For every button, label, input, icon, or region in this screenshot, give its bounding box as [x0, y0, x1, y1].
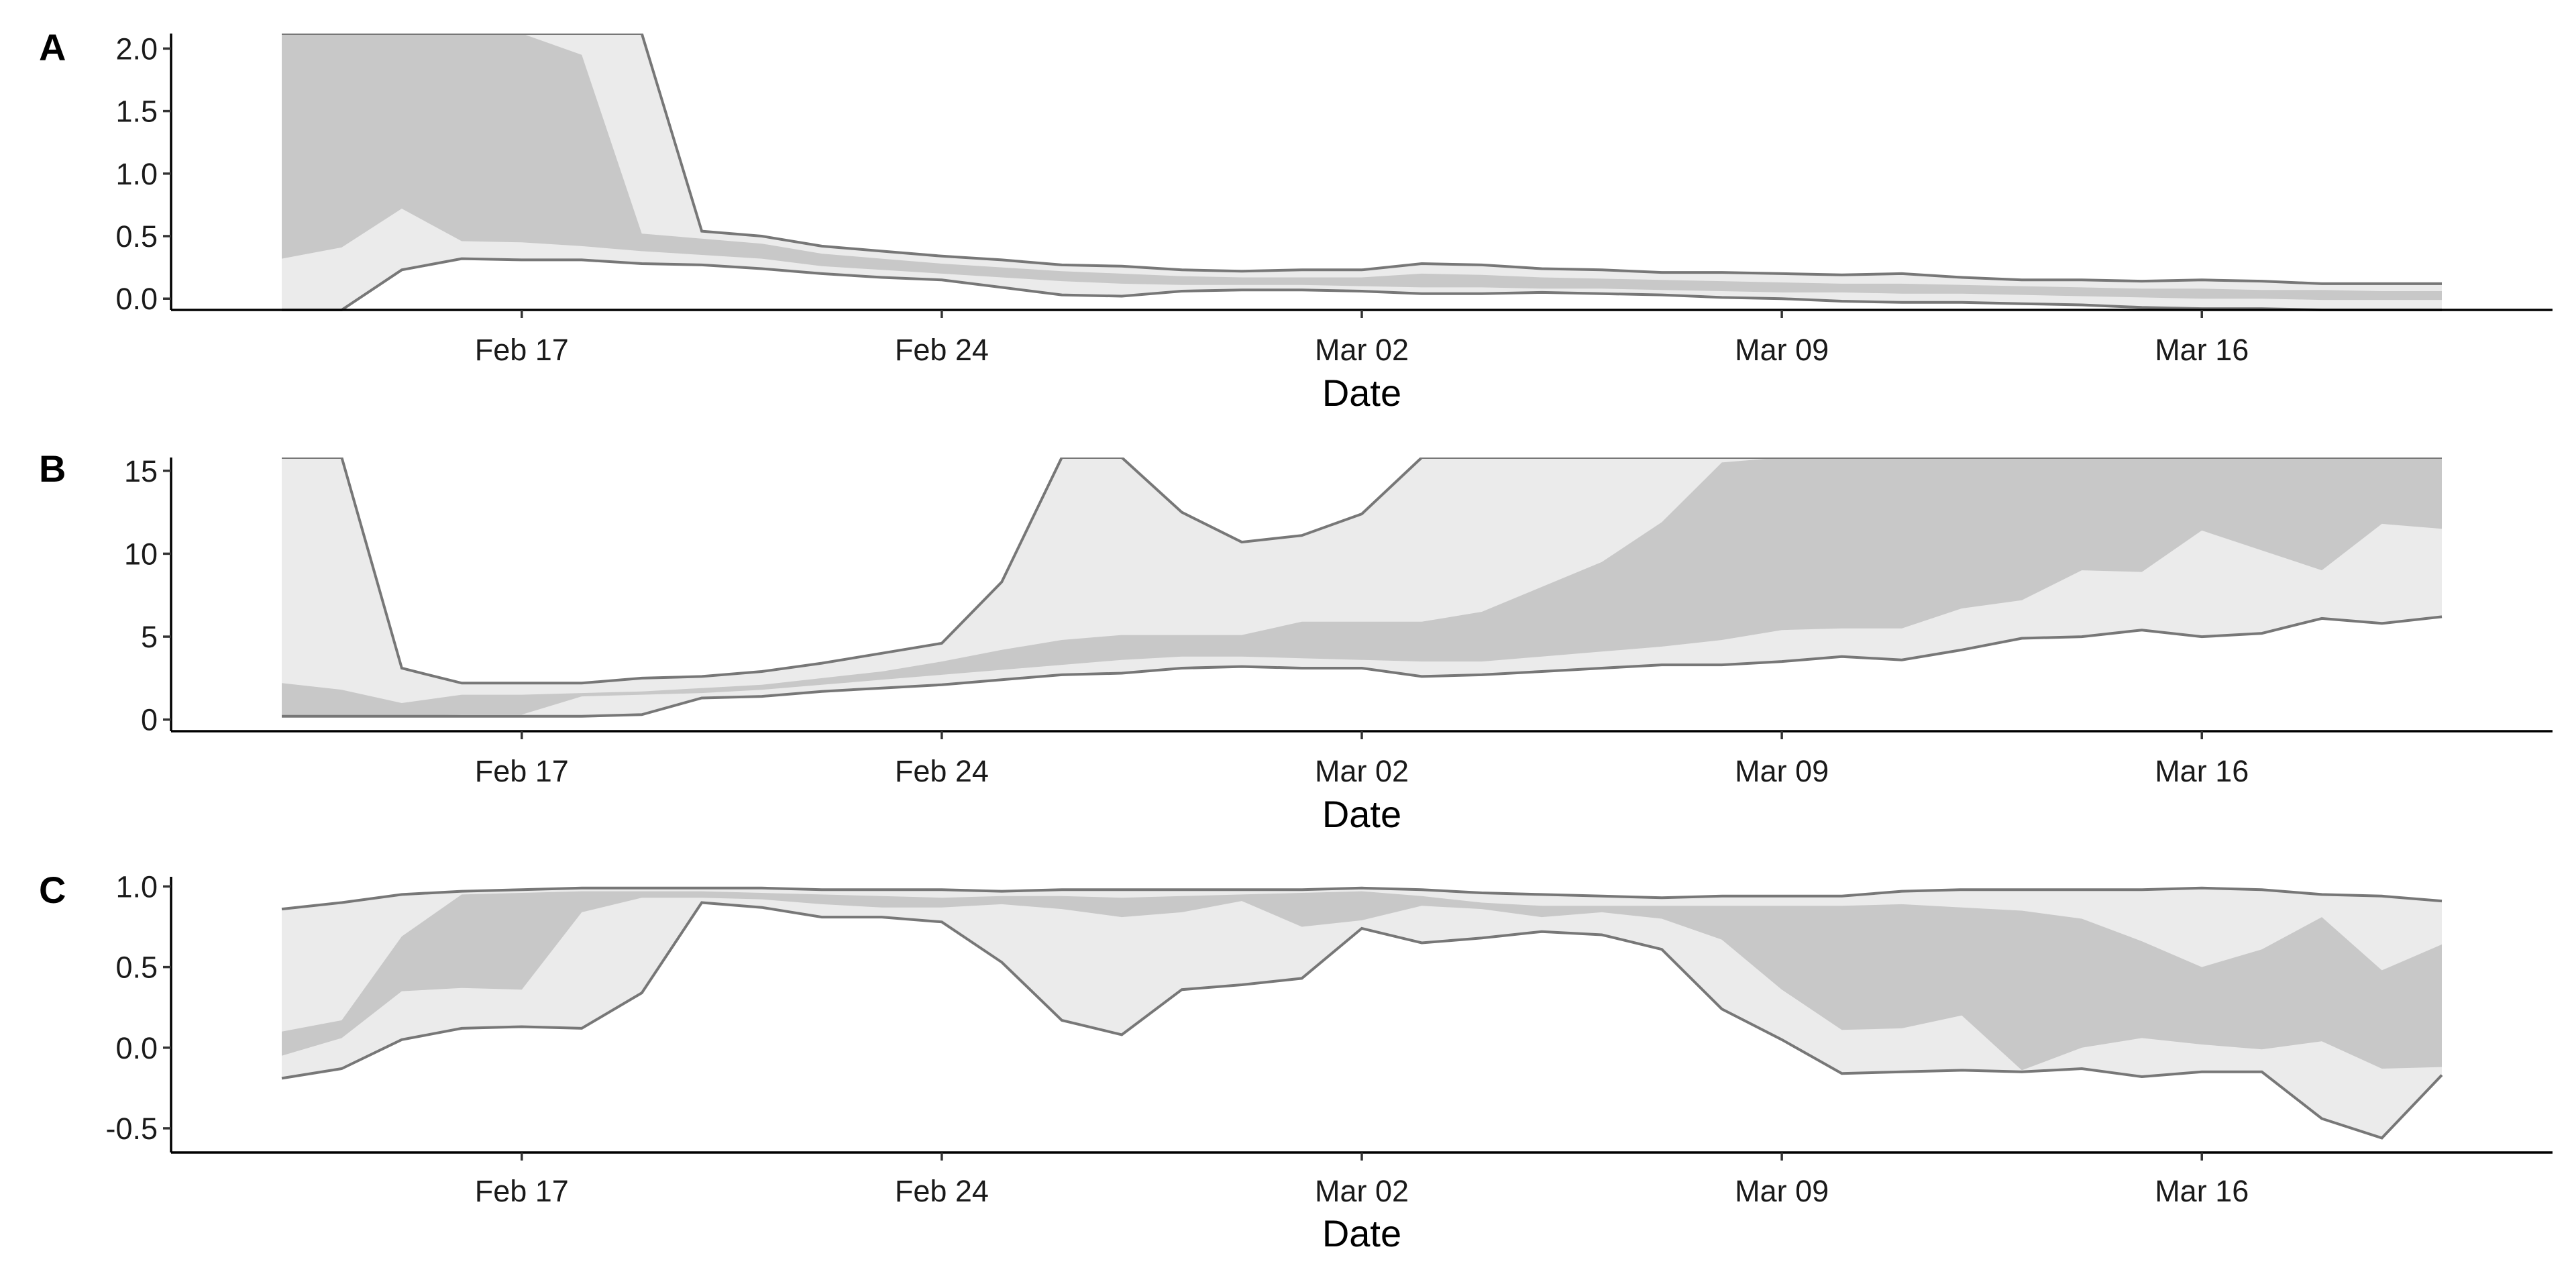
panel-top-mask	[0, 431, 2576, 458]
x-tick-label: Mar 02	[1315, 754, 1409, 788]
y-tick-label: 0.0	[115, 1031, 158, 1065]
y-tick-label: 0	[141, 703, 158, 737]
x-tick-label: Mar 09	[1735, 754, 1829, 788]
x-tick-label: Mar 16	[2155, 754, 2249, 788]
x-tick-label: Mar 02	[1315, 333, 1409, 367]
x-tick-label: Feb 24	[895, 333, 989, 367]
inner-interval-band	[282, 34, 2442, 301]
y-tick-label: 15	[124, 454, 158, 488]
panel-b: 0 5 10 15 Feb 17 Feb 24 Mar 02 Mar 09 Mar 16 Date…	[0, 431, 2576, 835]
x-tick-label: Mar 02	[1315, 1174, 1409, 1208]
panel-top-mask	[0, 7, 2576, 34]
panel-label: B	[39, 447, 66, 490]
x-axis-title: Date	[1322, 372, 1401, 414]
y-tick-label: 2.0	[115, 32, 158, 66]
inner-interval-band	[282, 891, 2442, 1071]
x-tick-label: Mar 09	[1735, 1174, 1829, 1208]
lower-bound-line	[282, 615, 2443, 718]
x-tick-label: Feb 17	[475, 333, 569, 367]
y-tick-label: 0.5	[115, 219, 158, 254]
x-tick-label: Mar 16	[2155, 1174, 2249, 1208]
lower-bound-line	[281, 901, 2443, 1140]
x-tick-label: Feb 17	[475, 754, 569, 788]
x-tick-label: Mar 16	[2155, 333, 2249, 367]
y-tick-label: -0.5	[105, 1112, 158, 1146]
x-tick-label: Feb 24	[895, 1174, 989, 1208]
inner-interval-band	[282, 458, 2442, 716]
x-tick-label: Mar 09	[1735, 333, 1829, 367]
y-tick-label: 10	[124, 537, 158, 571]
y-tick-label: 0.0	[115, 282, 158, 316]
upper-bound-line	[281, 886, 2443, 911]
lower-bound-line	[282, 257, 2442, 311]
x-tick-label: Feb 24	[895, 754, 989, 788]
panel-a: 0.0 0.5 1.0 1.5 2.0 Feb 17 Feb 24 Mar 02 Mar 09 M…	[0, 7, 2576, 414]
x-axis-title: Date	[1322, 1212, 1401, 1254]
y-tick-label: 5	[141, 620, 158, 654]
y-tick-label: 1.0	[115, 869, 158, 904]
panel-c: -0.5 0.0 0.5 1.0 Feb 17 Feb 24 Mar 02 Mar 09 Mar…	[0, 850, 2576, 1254]
panel-label: C	[39, 869, 66, 911]
panel-label: A	[39, 26, 66, 68]
panel-top-mask	[0, 850, 2576, 877]
x-axis-title: Date	[1322, 793, 1401, 835]
x-tick-label: Feb 17	[475, 1174, 569, 1208]
y-tick-label: 1.5	[115, 95, 158, 129]
y-tick-label: 1.0	[115, 157, 158, 191]
y-tick-label: 0.5	[115, 951, 158, 985]
